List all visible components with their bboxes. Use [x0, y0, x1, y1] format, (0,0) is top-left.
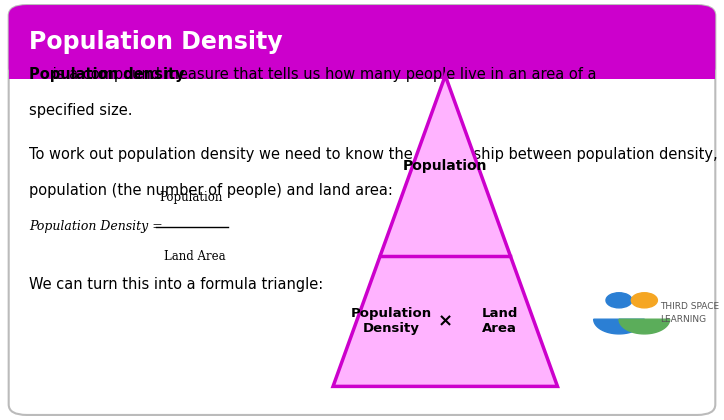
Text: population (the number of people) and land area:: population (the number of people) and la… — [29, 183, 393, 198]
Text: specified size.: specified size. — [29, 103, 132, 118]
Text: To work out population density we need to know the relationship between populati: To work out population density we need t… — [29, 147, 717, 162]
Text: Land Area: Land Area — [164, 250, 226, 263]
Text: THIRD SPACE
LEARNING: THIRD SPACE LEARNING — [660, 302, 720, 324]
Polygon shape — [619, 319, 670, 334]
Polygon shape — [594, 319, 644, 334]
Bar — [9, 42, 715, 79]
FancyBboxPatch shape — [9, 5, 715, 415]
Text: Population Density: Population Density — [29, 30, 282, 54]
Circle shape — [606, 293, 632, 308]
Circle shape — [631, 293, 657, 308]
Text: Land
Area: Land Area — [481, 307, 518, 335]
Text: Population Density =: Population Density = — [29, 220, 167, 233]
Text: Population: Population — [159, 191, 223, 204]
Text: We can turn this into a formula triangle:: We can turn this into a formula triangle… — [29, 277, 323, 292]
Text: is a compound measure that tells us how many people live in an area of a: is a compound measure that tells us how … — [49, 67, 597, 82]
Text: Population
Density: Population Density — [350, 307, 432, 335]
FancyBboxPatch shape — [9, 5, 715, 79]
Text: Population density: Population density — [29, 67, 185, 82]
Text: Population: Population — [403, 159, 487, 173]
Polygon shape — [333, 76, 557, 386]
Text: ×: × — [438, 312, 452, 330]
